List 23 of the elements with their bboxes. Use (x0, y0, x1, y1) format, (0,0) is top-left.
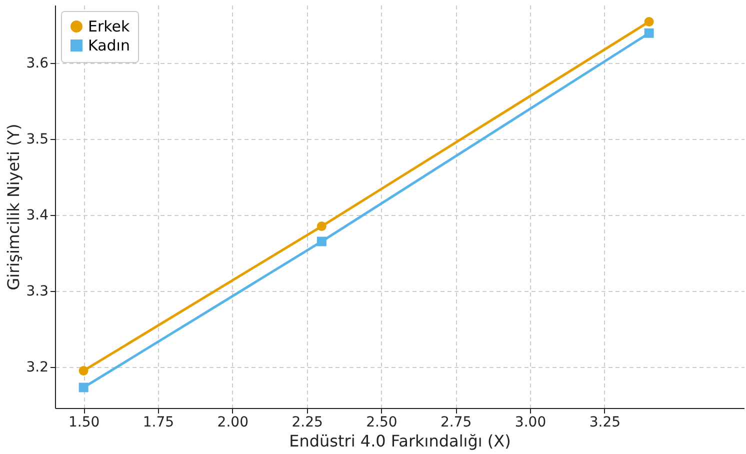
x-tick-label: 2.75 (440, 414, 472, 430)
x-tick-label: 1.75 (142, 414, 174, 430)
x-tick-label: 1.50 (68, 414, 100, 430)
y-tick-label: 3.2 (26, 359, 48, 376)
y-tick-label: 3.6 (26, 55, 49, 72)
point (78, 366, 88, 376)
y-tick-label: 3.4 (26, 207, 49, 224)
x-tick-label: 2.50 (366, 414, 398, 430)
point (644, 16, 654, 26)
y-tick-label: 3.3 (26, 283, 48, 300)
point (644, 28, 654, 38)
y-axis-title: Girişimcilik Niyeti (Y) (4, 124, 24, 290)
x-tick-label: 3.25 (589, 414, 620, 430)
x-tick-label: 2.25 (292, 414, 323, 430)
point (316, 222, 326, 232)
legend-label: Erkek (88, 18, 130, 36)
point (316, 236, 326, 246)
legend-label: Kadın (88, 36, 130, 54)
x-axis-title: Endüstri 4.0 Farkındalığı (X) (289, 432, 511, 450)
x-tick-label: 2.00 (217, 414, 248, 430)
point (78, 382, 88, 392)
x-tick-label: 3.00 (514, 414, 546, 430)
y-tick-label: 3.5 (26, 131, 48, 148)
